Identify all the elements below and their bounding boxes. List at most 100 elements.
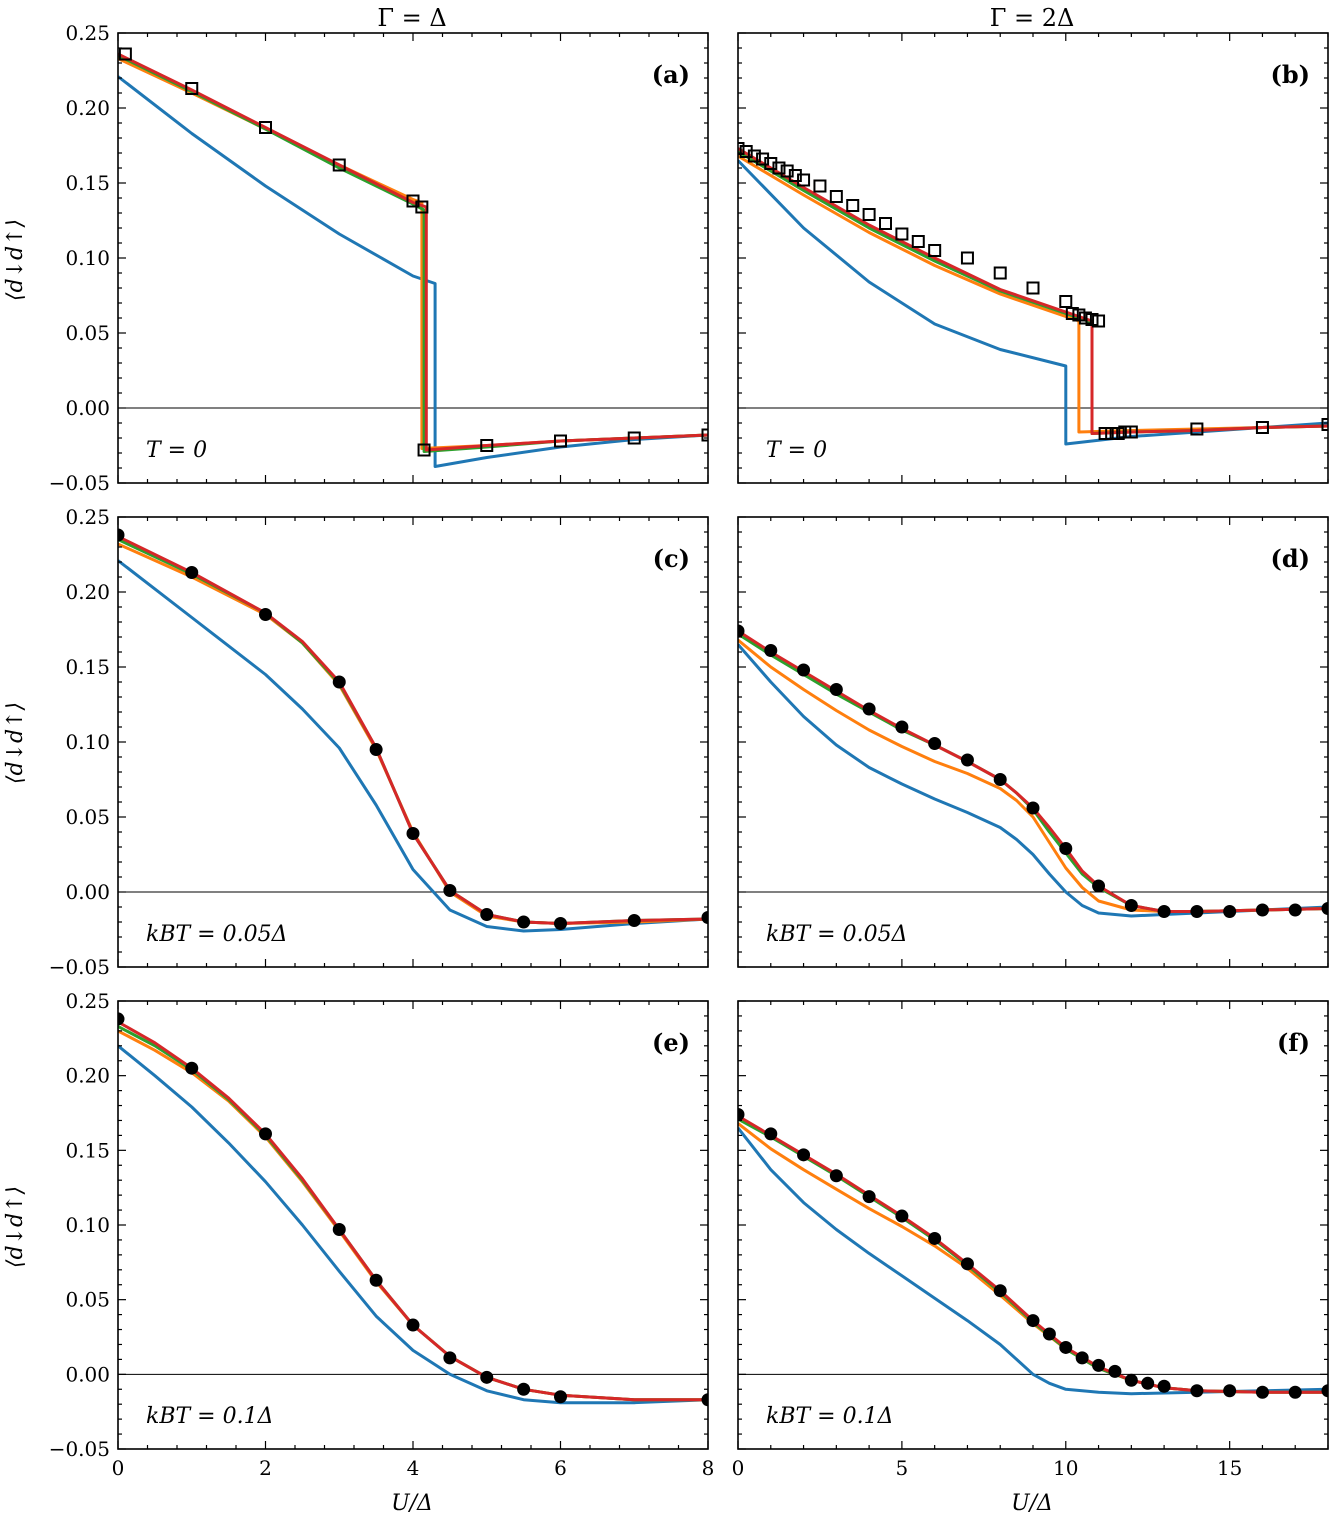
data-point [1059,1340,1073,1354]
data-point [1190,905,1204,918]
data-point [738,1107,745,1121]
plot-area [738,1107,1328,1399]
data-point [480,1370,494,1384]
data-point [701,911,708,924]
data-point [1059,842,1073,855]
panel-a: −0.05 0.00 0.05 0.10 0.15 0.20 0.25 (a) T = 0 [49,21,709,495]
series-line-orange [118,57,708,450]
y-tick-label: 0.20 [65,1064,110,1088]
data-point [554,917,567,930]
data-point [993,773,1007,786]
data-point [332,675,346,689]
y-tick-label: 0.15 [65,655,110,679]
data-point [895,227,909,241]
data-point [1124,899,1138,912]
data-point [369,743,383,756]
x-tick-label: 2 [259,1456,272,1480]
panel-label: (f) [1277,1028,1310,1057]
data-point [797,663,811,677]
series-line-blue [118,75,708,468]
data-point [1255,903,1269,917]
temperature-annotation: T = 0 [766,438,827,463]
series-line-green [738,1117,1328,1394]
data-point [1105,427,1119,440]
data-point [1042,1327,1056,1341]
series-line-red [118,535,708,925]
data-point [993,266,1007,280]
y-tick-label: 0.25 [65,21,110,45]
x-tick-label: 5 [896,1456,909,1480]
data-point [1118,425,1132,439]
plot-area [738,624,1328,918]
x-tick-label: 4 [407,1456,420,1480]
data-point [118,47,132,61]
panel-b: (b) T = 0 [737,32,1329,484]
series-line-blue [118,1044,708,1405]
y-tick-label: −0.05 [49,955,110,979]
series-line-red [118,1020,708,1402]
series-line-red [738,629,1328,913]
data-point [895,1209,909,1223]
data-point [443,1351,457,1365]
panel-d: (d) kBT = 0.05Δ [737,516,1329,968]
y-tick-label: 0.20 [65,96,110,120]
data-point [332,158,346,172]
xlabel-left: U/Δ [391,1491,433,1516]
series-line-orange [118,1029,708,1402]
y-tick-label: 0.15 [65,171,110,195]
data-point [1072,308,1086,322]
data-point [1190,422,1204,436]
y-tick-label: 0.25 [65,505,110,529]
data-point [829,1169,843,1183]
y-tick-label: 0.20 [65,580,110,604]
data-point [332,1222,346,1236]
y-tick-label: −0.05 [49,1437,110,1461]
data-point [259,608,272,621]
data-point [747,149,761,163]
data-point [480,439,494,452]
data-point [185,82,199,95]
data-point [960,1257,974,1271]
data-point [1065,307,1079,320]
x-tick-label: 0 [112,1456,125,1480]
data-point [259,121,272,134]
data-point [1026,1314,1040,1328]
data-point [406,1318,420,1332]
temperature-annotation: T = 0 [146,438,207,463]
series-line-green [738,632,1328,913]
data-point [1255,1385,1269,1399]
data-point [1085,313,1099,326]
panel-label: (c) [653,544,690,573]
data-point [443,884,457,897]
x-tick-label: 15 [1217,1456,1242,1480]
data-point [1092,314,1106,328]
data-point [1092,879,1106,893]
data-point [1190,1384,1204,1398]
column-title-right: Γ = 2Δ [990,4,1075,32]
series-line-blue [118,559,708,933]
x-tick-label: 0 [732,1456,745,1480]
xlabel-right: U/Δ [1011,1491,1053,1516]
x-tick-label: 8 [702,1456,715,1480]
y-tick-label: 0.10 [65,730,110,754]
panel-f: 0 5 10 15 (f) kBT = 0.1Δ [732,1000,1329,1480]
data-point [1157,1379,1171,1393]
ylabel-row-3: ⟨d↓d↑⟩ [3,1186,28,1268]
temperature-annotation: kBT = 0.05Δ [766,922,907,947]
data-point [960,753,974,767]
plot-area [118,1012,708,1407]
data-point [554,1390,567,1404]
data-point [701,428,708,442]
data-point [895,720,909,734]
data-point [627,914,641,927]
data-point [993,1284,1007,1298]
data-point [1075,1351,1089,1365]
data-point [417,443,431,457]
y-tick-label: 0.05 [65,321,110,345]
data-point [415,200,429,214]
data-point [1157,905,1171,918]
data-point [862,702,876,716]
data-point [772,161,786,175]
data-point [813,179,827,193]
data-point [960,251,974,265]
